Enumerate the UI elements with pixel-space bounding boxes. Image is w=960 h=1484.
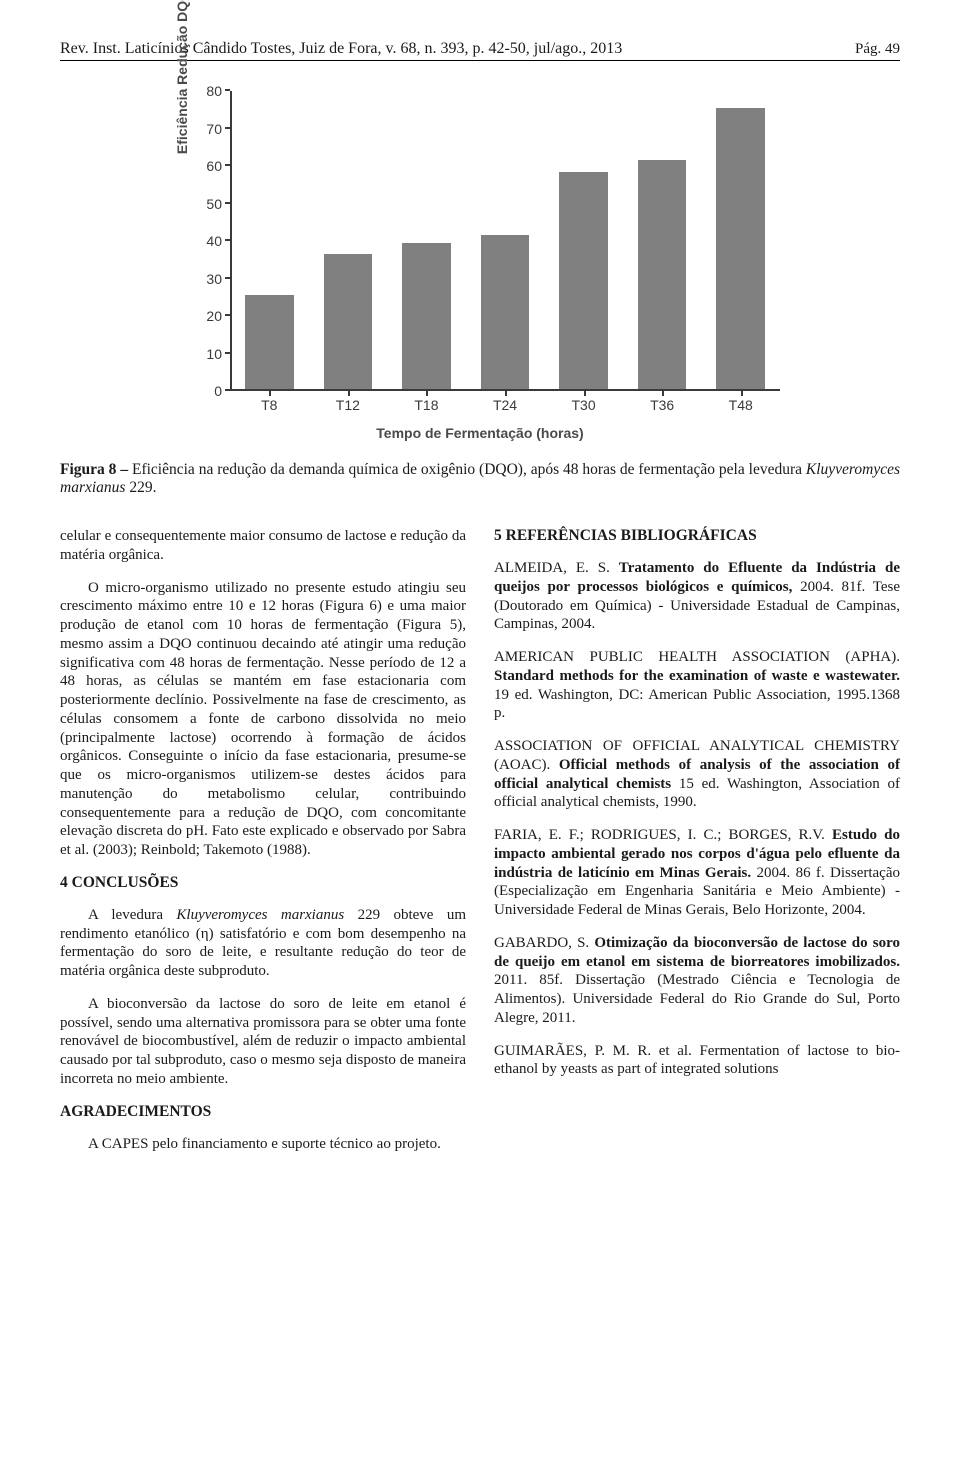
paragraph: O micro-organismo utilizado no presente … bbox=[60, 579, 466, 860]
caption-text-1: Eficiência na redução da demanda química… bbox=[132, 461, 806, 478]
y-tick-label: 70 bbox=[206, 121, 230, 137]
x-tick-label: T24 bbox=[493, 391, 517, 413]
right-column: 5 REFERÊNCIAS BIBLIOGRÁFICAS ALMEIDA, E.… bbox=[494, 527, 900, 1167]
y-tick-label: 10 bbox=[206, 346, 230, 362]
ref-author: ALMEIDA, E. S. bbox=[494, 560, 619, 576]
reference: AMERICAN PUBLIC HEALTH ASSOCIATION (APHA… bbox=[494, 648, 900, 723]
y-tick-label: 80 bbox=[206, 83, 230, 99]
x-tick-label: T48 bbox=[729, 391, 753, 413]
ref-details: 19 ed. Washington, DC: American Public A… bbox=[494, 687, 900, 722]
section-heading-referencias: 5 REFERÊNCIAS BIBLIOGRÁFICAS bbox=[494, 527, 900, 545]
chart-bar bbox=[638, 160, 687, 389]
x-tick-label: T12 bbox=[336, 391, 360, 413]
reference: GABARDO, S. Otimização da bioconversão d… bbox=[494, 934, 900, 1028]
text: A levedura bbox=[88, 907, 176, 923]
text-columns: celular e consequentemente maior consumo… bbox=[60, 527, 900, 1167]
y-tick-label: 0 bbox=[214, 383, 230, 399]
y-axis-label: Eficiência Redução DQO (%) bbox=[174, 0, 190, 154]
chart-bar bbox=[559, 172, 608, 390]
x-tick-label: T18 bbox=[414, 391, 438, 413]
y-tick-label: 20 bbox=[206, 308, 230, 324]
bar-chart: Eficiência Redução DQO (%) 0102030405060… bbox=[170, 91, 790, 441]
paragraph: celular e consequentemente maior consumo… bbox=[60, 527, 466, 565]
chart-bar bbox=[481, 235, 530, 389]
species-name: Kluyveromyces marxianus bbox=[176, 907, 344, 923]
ref-title: Standard methods for the examination of … bbox=[494, 668, 900, 684]
y-tick-label: 60 bbox=[206, 158, 230, 174]
x-tick-label: T30 bbox=[572, 391, 596, 413]
figure-label: Figura 8 – bbox=[60, 461, 132, 478]
section-heading-conclusoes: 4 CONCLUSÕES bbox=[60, 874, 466, 892]
x-axis-label: Tempo de Fermentação (horas) bbox=[170, 425, 790, 441]
left-column: celular e consequentemente maior consumo… bbox=[60, 527, 466, 1167]
chart-bar bbox=[402, 243, 451, 389]
y-tick-label: 50 bbox=[206, 196, 230, 212]
chart-bar bbox=[245, 295, 294, 389]
section-heading-agradecimentos: AGRADECIMENTOS bbox=[60, 1103, 466, 1121]
chart-bar bbox=[716, 108, 765, 389]
ref-details: 2011. 85f. Disserta­ção (Mestrado Ciênci… bbox=[494, 972, 900, 1026]
journal-citation: Rev. Inst. Laticínios Cândido Tostes, Ju… bbox=[60, 40, 622, 58]
ref-author: FARIA, E. F.; RODRIGUES, I. C.; BORGES, … bbox=[494, 827, 832, 843]
page-number: Pág. 49 bbox=[855, 41, 900, 58]
x-tick-label: T36 bbox=[650, 391, 674, 413]
ref-author: GABARDO, S. bbox=[494, 935, 594, 951]
paragraph: A CAPES pelo financiamento e suporte téc… bbox=[60, 1135, 466, 1154]
paragraph: A levedura Kluyveromyces marxianus 229 o… bbox=[60, 906, 466, 981]
x-tick-label: T8 bbox=[261, 391, 277, 413]
reference: GUIMARÃES, P. M. R. et al. Fermentation … bbox=[494, 1042, 900, 1080]
reference: FARIA, E. F.; RODRIGUES, I. C.; BORGES, … bbox=[494, 826, 900, 920]
y-tick-label: 30 bbox=[206, 271, 230, 287]
paragraph: A bioconversão da lactose do soro de lei… bbox=[60, 995, 466, 1089]
figure-caption: Figura 8 – Eficiência na redução da dema… bbox=[60, 461, 900, 497]
chart-bar bbox=[324, 254, 373, 389]
reference: ALMEIDA, E. S. Tratamento do Efluente da… bbox=[494, 559, 900, 634]
ref-author: AMERICAN PUBLIC HEALTH ASSOCIATION (APHA… bbox=[494, 649, 900, 665]
y-tick-label: 40 bbox=[206, 233, 230, 249]
reference: ASSOCIATION OF OFFICIAL ANALYTICAL CHEMI… bbox=[494, 737, 900, 812]
caption-text-2: 229. bbox=[125, 479, 156, 496]
